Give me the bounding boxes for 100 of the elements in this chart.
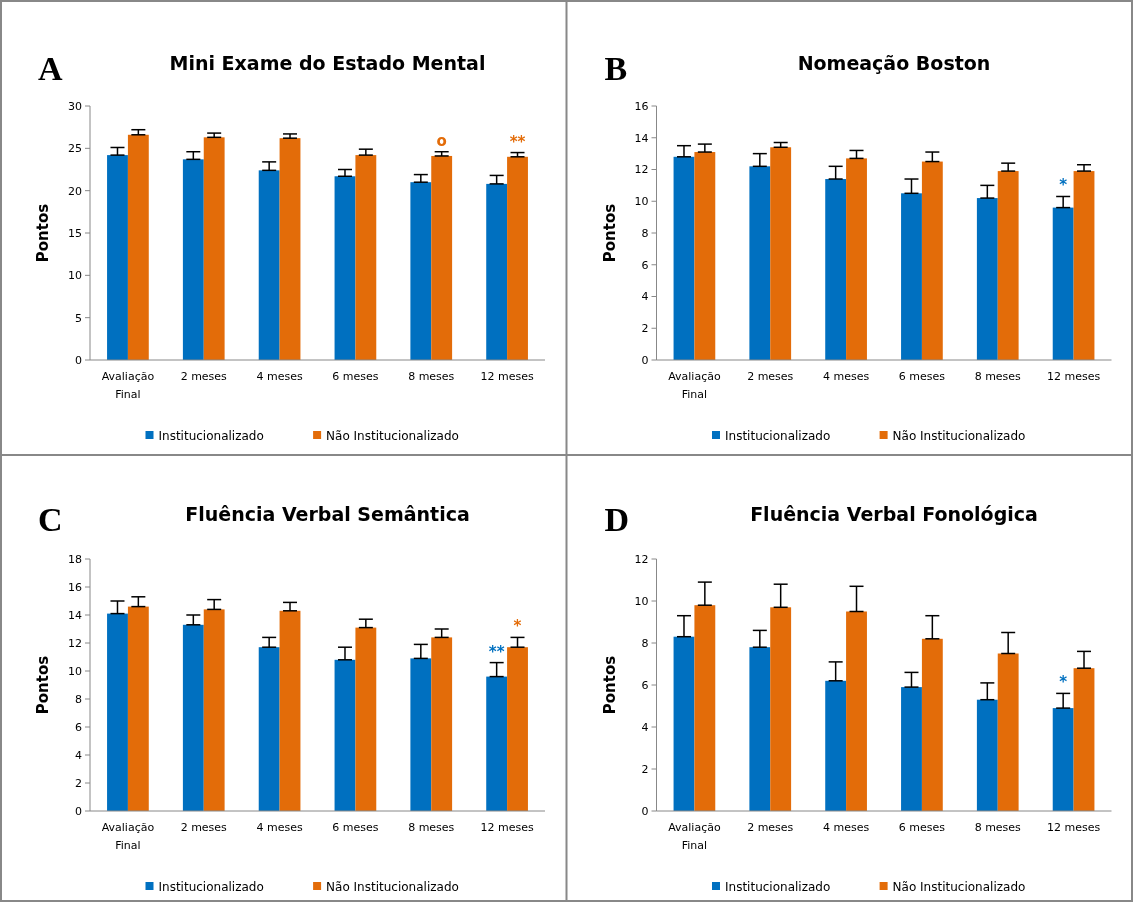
x-tick-label: Avaliação Final [101, 821, 155, 852]
y-tick-label: 6 [75, 720, 82, 734]
y-tick-label: 6 [641, 258, 649, 272]
bar [127, 134, 149, 360]
y-tick-label: 0 [641, 353, 649, 367]
bar [1073, 668, 1095, 811]
bar [279, 138, 301, 360]
y-tick-label: 4 [75, 748, 82, 762]
chart-title: Nomeação Boston [797, 52, 991, 74]
x-tick-label: 6 meses [898, 821, 946, 834]
y-tick-label: 2 [75, 776, 82, 790]
legend-label: Não Institucionalizado [326, 880, 459, 895]
bar [770, 607, 792, 811]
annotation: o [436, 131, 447, 150]
bar [334, 176, 356, 360]
y-tick-label: 12 [634, 552, 649, 566]
y-tick-label: 25 [68, 142, 82, 156]
x-tick-label: 4 meses [256, 821, 303, 834]
bar [901, 687, 922, 811]
x-tick-label: 4 meses [822, 370, 870, 383]
y-tick-label: 10 [68, 664, 82, 678]
annotation: * [513, 617, 522, 636]
bar [1052, 207, 1074, 360]
bar [203, 137, 225, 360]
y-tick-label: 8 [641, 226, 649, 240]
annotation: ** [509, 132, 526, 151]
y-tick-label: 0 [75, 804, 82, 818]
bar [203, 609, 225, 811]
text: B [604, 50, 628, 87]
y-tick-label: 0 [641, 804, 649, 818]
y-tick-label: 0 [75, 353, 82, 367]
y-tick-label: 14 [634, 131, 649, 145]
legend-label: Não Institucionalizado [892, 429, 1026, 444]
y-tick-label: 10 [634, 195, 649, 209]
bar [258, 647, 280, 811]
chart-title: Fluência Verbal Semântica [185, 503, 470, 525]
x-tick-label: 8 meses [408, 370, 455, 383]
y-tick-label: 10 [634, 594, 649, 608]
bar [410, 182, 432, 360]
bar [997, 653, 1019, 811]
legend-label: Institucionalizado [158, 880, 264, 895]
bar [749, 166, 771, 360]
bar [749, 647, 771, 811]
bar [279, 610, 301, 811]
y-tick-label: 4 [641, 720, 649, 734]
text: D [604, 501, 630, 538]
x-tick-label: Avaliação Final [668, 821, 721, 852]
bar [486, 676, 508, 811]
bar [997, 171, 1019, 360]
bar [410, 658, 432, 811]
y-tick-label: 16 [634, 99, 649, 113]
x-tick-label: Avaliação Final [668, 370, 721, 401]
legend-label: Não Institucionalizado [892, 880, 1026, 895]
bar [182, 624, 204, 811]
x-tick-label: 12 meses [480, 821, 534, 834]
x-tick-label: 4 meses [256, 370, 303, 383]
bar [431, 155, 453, 360]
x-tick-label: 2 meses [180, 370, 228, 383]
y-tick-label: 18 [68, 552, 82, 566]
chart-title: Mini Exame do Estado Mental [169, 52, 486, 74]
x-tick-label: 12 meses [480, 370, 534, 383]
bar [127, 606, 149, 811]
y-tick-label: 10 [68, 269, 82, 283]
legend-label: Não Institucionalizado [326, 429, 459, 444]
bar [921, 161, 943, 360]
bar [901, 193, 922, 360]
x-tick-label: Avaliação Final [101, 370, 155, 401]
chart-title: Fluência Verbal Fonológica [750, 503, 1038, 525]
y-tick-label: 2 [641, 322, 649, 336]
x-tick-label: 12 meses [1046, 370, 1101, 383]
y-tick-label: 15 [68, 226, 82, 240]
bar [846, 158, 867, 360]
bar [976, 198, 998, 360]
bar [825, 680, 847, 811]
y-tick-label: 2 [641, 762, 649, 776]
annotation: ** [488, 642, 505, 661]
y-tick-label: 12 [634, 163, 649, 177]
x-tick-label: 4 meses [822, 821, 870, 834]
legend-label: Institucionalizado [725, 880, 831, 895]
bar [825, 179, 847, 360]
annotation: * [1059, 176, 1068, 195]
x-tick-label: 2 meses [747, 370, 794, 383]
y-axis-title: Pontos [600, 655, 619, 715]
x-tick-label: 8 meses [974, 370, 1022, 383]
x-tick-label: 12 meses [1046, 821, 1101, 834]
bar [694, 605, 716, 811]
bar [355, 627, 377, 811]
y-tick-label: 14 [68, 608, 82, 622]
bar [976, 699, 998, 811]
y-tick-label: 12 [68, 636, 82, 650]
bar [107, 155, 128, 360]
y-tick-label: 5 [75, 311, 82, 325]
bar [673, 636, 695, 811]
text: C [38, 501, 63, 538]
x-tick-label: 8 meses [974, 821, 1022, 834]
y-tick-label: 16 [68, 580, 82, 594]
y-tick-label: 8 [75, 692, 82, 706]
bar [334, 659, 356, 811]
y-tick-label: 6 [641, 678, 649, 692]
bar [1073, 171, 1095, 360]
